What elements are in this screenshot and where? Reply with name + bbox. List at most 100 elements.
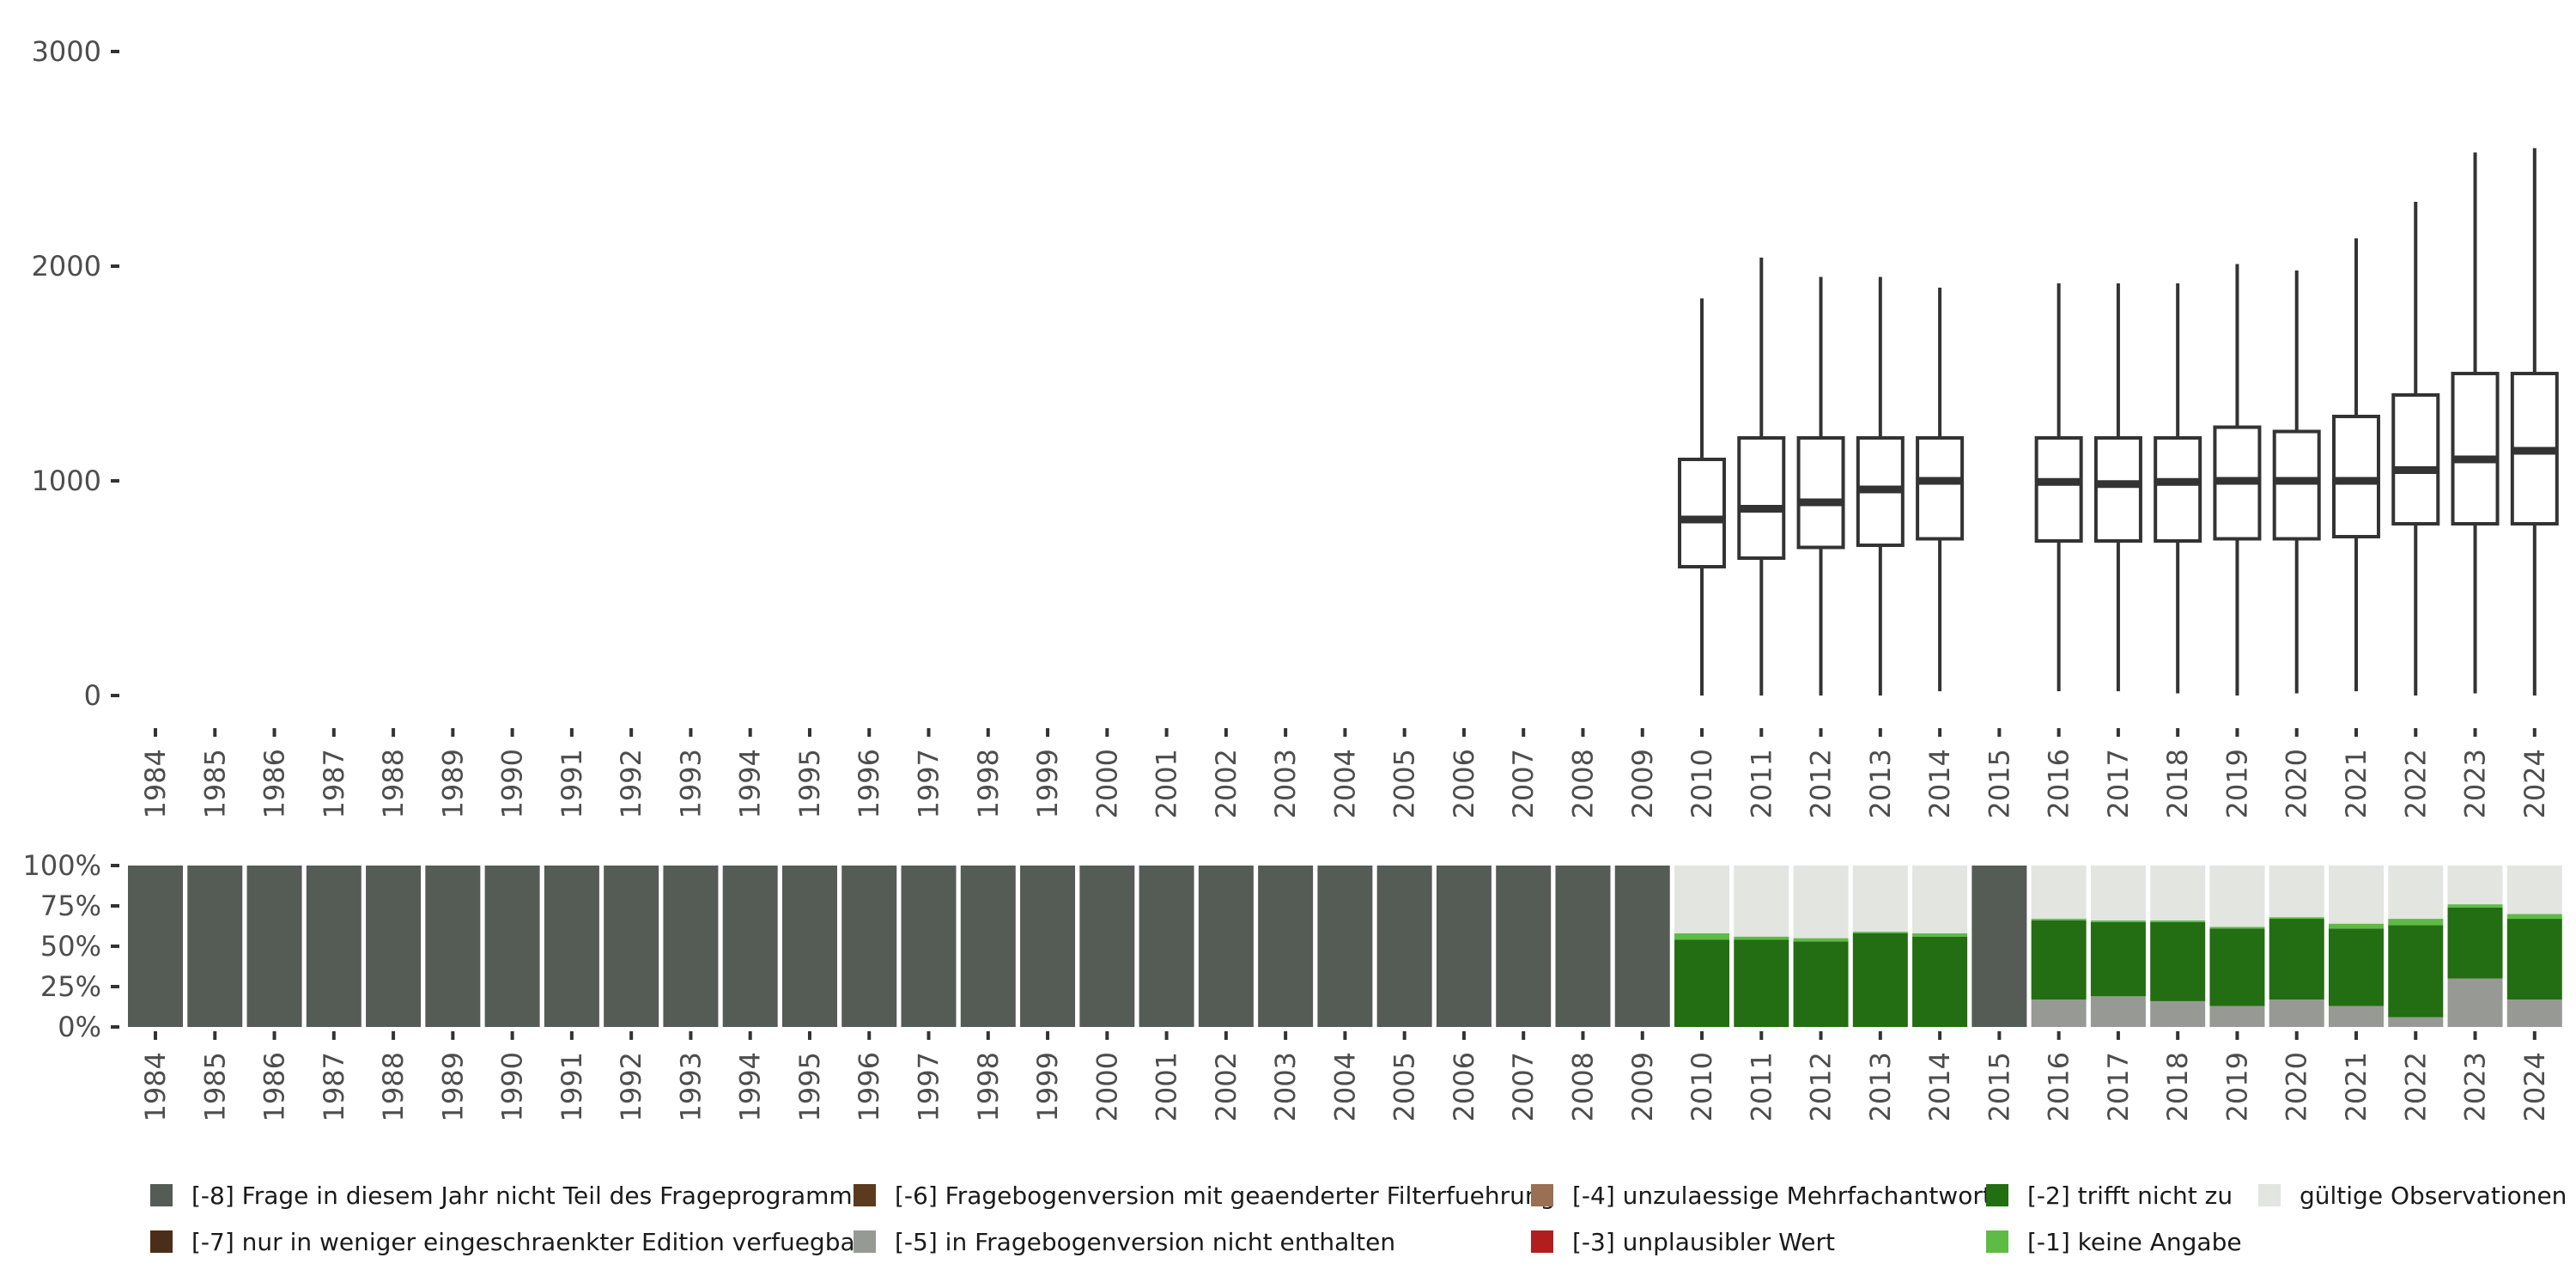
x-tick-label: 2018 bbox=[2161, 1052, 2194, 1121]
y-tick-label: 75% bbox=[40, 890, 101, 922]
bar-segment bbox=[2150, 921, 2206, 1001]
x-tick-label: 2011 bbox=[1745, 1052, 1777, 1121]
legend-swatch bbox=[150, 1230, 173, 1253]
legend-swatch bbox=[1986, 1184, 2008, 1206]
x-tick-label: 2001 bbox=[1151, 1052, 1183, 1121]
x-tick-label: 2021 bbox=[2340, 1052, 2372, 1121]
bar-segment bbox=[1734, 936, 1789, 940]
x-tick-label: 1998 bbox=[972, 1052, 1005, 1121]
bar-segment bbox=[2150, 920, 2206, 922]
bar-segment bbox=[1912, 936, 1968, 1027]
bar-segment bbox=[2506, 866, 2562, 914]
bar-segment bbox=[128, 866, 183, 1027]
legend-label: [-7] nur in weniger eingeschraenkter Edi… bbox=[191, 1228, 866, 1256]
bar-segment bbox=[2328, 923, 2384, 929]
bar-segment bbox=[2209, 1005, 2265, 1027]
box-iqr bbox=[1678, 458, 1727, 568]
x-tick-label: 1990 bbox=[496, 1052, 529, 1121]
x-tick-label: 1993 bbox=[674, 749, 707, 818]
bar-segment bbox=[2269, 917, 2324, 920]
x-tick-label: 1988 bbox=[377, 749, 410, 818]
box-2017 bbox=[2093, 283, 2142, 691]
bar-segment bbox=[2388, 925, 2444, 1018]
x-tick-label: 2006 bbox=[1448, 749, 1480, 818]
x-tick-label: 2019 bbox=[2221, 1052, 2253, 1121]
box-2022 bbox=[2391, 202, 2440, 696]
x-tick-label: 1993 bbox=[674, 1052, 707, 1121]
box-iqr bbox=[2331, 415, 2380, 538]
legend-swatch bbox=[2258, 1184, 2281, 1206]
bar-segment bbox=[1793, 866, 1849, 939]
legend-item: [-6] Fragebogenversion mit geaenderter F… bbox=[854, 1182, 1555, 1210]
x-tick-label: 1992 bbox=[615, 1052, 647, 1121]
x-tick-label: 2021 bbox=[2340, 749, 2372, 818]
bar-segment bbox=[2388, 1017, 2444, 1027]
bar-segment bbox=[2209, 928, 2265, 1006]
x-tick-label: 1987 bbox=[318, 749, 350, 818]
x-tick-label: 2004 bbox=[1328, 749, 1361, 818]
bar-segment bbox=[1674, 939, 1730, 1027]
x-tick-label: 1998 bbox=[972, 749, 1005, 818]
legend-item: [-4] unzulaessige Mehrfachantwort bbox=[1531, 1182, 1992, 1210]
bar-segment bbox=[2090, 921, 2146, 997]
bar-segment bbox=[1020, 866, 1076, 1027]
x-tick-label: 2005 bbox=[1388, 1052, 1421, 1121]
stacked-bars bbox=[128, 866, 2562, 1027]
box-2014 bbox=[1916, 288, 1965, 691]
bar-segment bbox=[2031, 866, 2087, 920]
x-tick-label: 2004 bbox=[1328, 1052, 1361, 1121]
x-tick-label: 1989 bbox=[436, 749, 469, 818]
bar-segment bbox=[1912, 866, 1968, 933]
box-2013 bbox=[1856, 276, 1905, 696]
bar-segment bbox=[2388, 866, 2444, 920]
box-2024 bbox=[2510, 148, 2559, 696]
bar-segment bbox=[544, 866, 599, 1027]
bar-segment bbox=[2506, 999, 2562, 1027]
bar-segment bbox=[1376, 866, 1432, 1027]
bar-segment bbox=[2031, 919, 2087, 920]
x-tick-label: 1992 bbox=[615, 749, 647, 818]
y-tick-label: 0 bbox=[84, 679, 101, 712]
bar-segment bbox=[2031, 999, 2087, 1027]
legend-swatch bbox=[1531, 1184, 1553, 1206]
x-tick-label: 2012 bbox=[1805, 749, 1838, 818]
x-tick-label: 2016 bbox=[2043, 1052, 2075, 1121]
x-tick-label: 2020 bbox=[2281, 749, 2313, 818]
box-iqr bbox=[1737, 436, 1786, 560]
x-tick-label: 2020 bbox=[2281, 1052, 2313, 1121]
box-iqr bbox=[1916, 436, 1965, 541]
x-tick-label: 2015 bbox=[1983, 749, 2015, 818]
legend-label: gültige Observationen bbox=[2300, 1182, 2567, 1210]
bar-segment bbox=[1852, 933, 1908, 1027]
bar-segment bbox=[1852, 932, 1908, 933]
y-tick-label: 100% bbox=[23, 849, 101, 882]
bar-segment bbox=[2328, 928, 2384, 1006]
x-tick-label: 2023 bbox=[2459, 749, 2492, 818]
bar-segment bbox=[1971, 866, 2027, 1027]
x-tick-label: 1990 bbox=[496, 749, 529, 818]
x-tick-label: 2013 bbox=[1864, 1052, 1897, 1121]
bar-segment bbox=[960, 866, 1016, 1027]
legend-label: [-5] in Fragebogenversion nicht enthalte… bbox=[895, 1228, 1395, 1256]
box-2016 bbox=[2034, 283, 2083, 691]
bar-segment bbox=[781, 866, 837, 1027]
box-2018 bbox=[2154, 283, 2202, 694]
x-tick-label: 2006 bbox=[1448, 1052, 1480, 1121]
x-tick-label: 1984 bbox=[139, 1052, 172, 1121]
x-tick-label: 2000 bbox=[1091, 1052, 1123, 1121]
x-tick-label: 2007 bbox=[1507, 1052, 1540, 1121]
x-tick-label: 2010 bbox=[1686, 1052, 1718, 1121]
y-tick-label: 25% bbox=[40, 970, 101, 1003]
x-tick-label: 2014 bbox=[1923, 1052, 1956, 1121]
x-tick-label: 2018 bbox=[2161, 749, 2194, 818]
legend-item: [-8] Frage in diesem Jahr nicht Teil des… bbox=[150, 1182, 865, 1210]
legend-swatch bbox=[1986, 1230, 2008, 1253]
x-tick-label: 2019 bbox=[2221, 749, 2253, 818]
y-tick-label: 2000 bbox=[32, 250, 101, 283]
bar-segment bbox=[1674, 866, 1730, 933]
box-iqr bbox=[2093, 436, 2142, 543]
bar-segment bbox=[1079, 866, 1135, 1027]
bar-segment bbox=[484, 866, 540, 1027]
x-tick-label: 2012 bbox=[1805, 1052, 1838, 1121]
legend-label: [-1] keine Angabe bbox=[2027, 1228, 2242, 1256]
